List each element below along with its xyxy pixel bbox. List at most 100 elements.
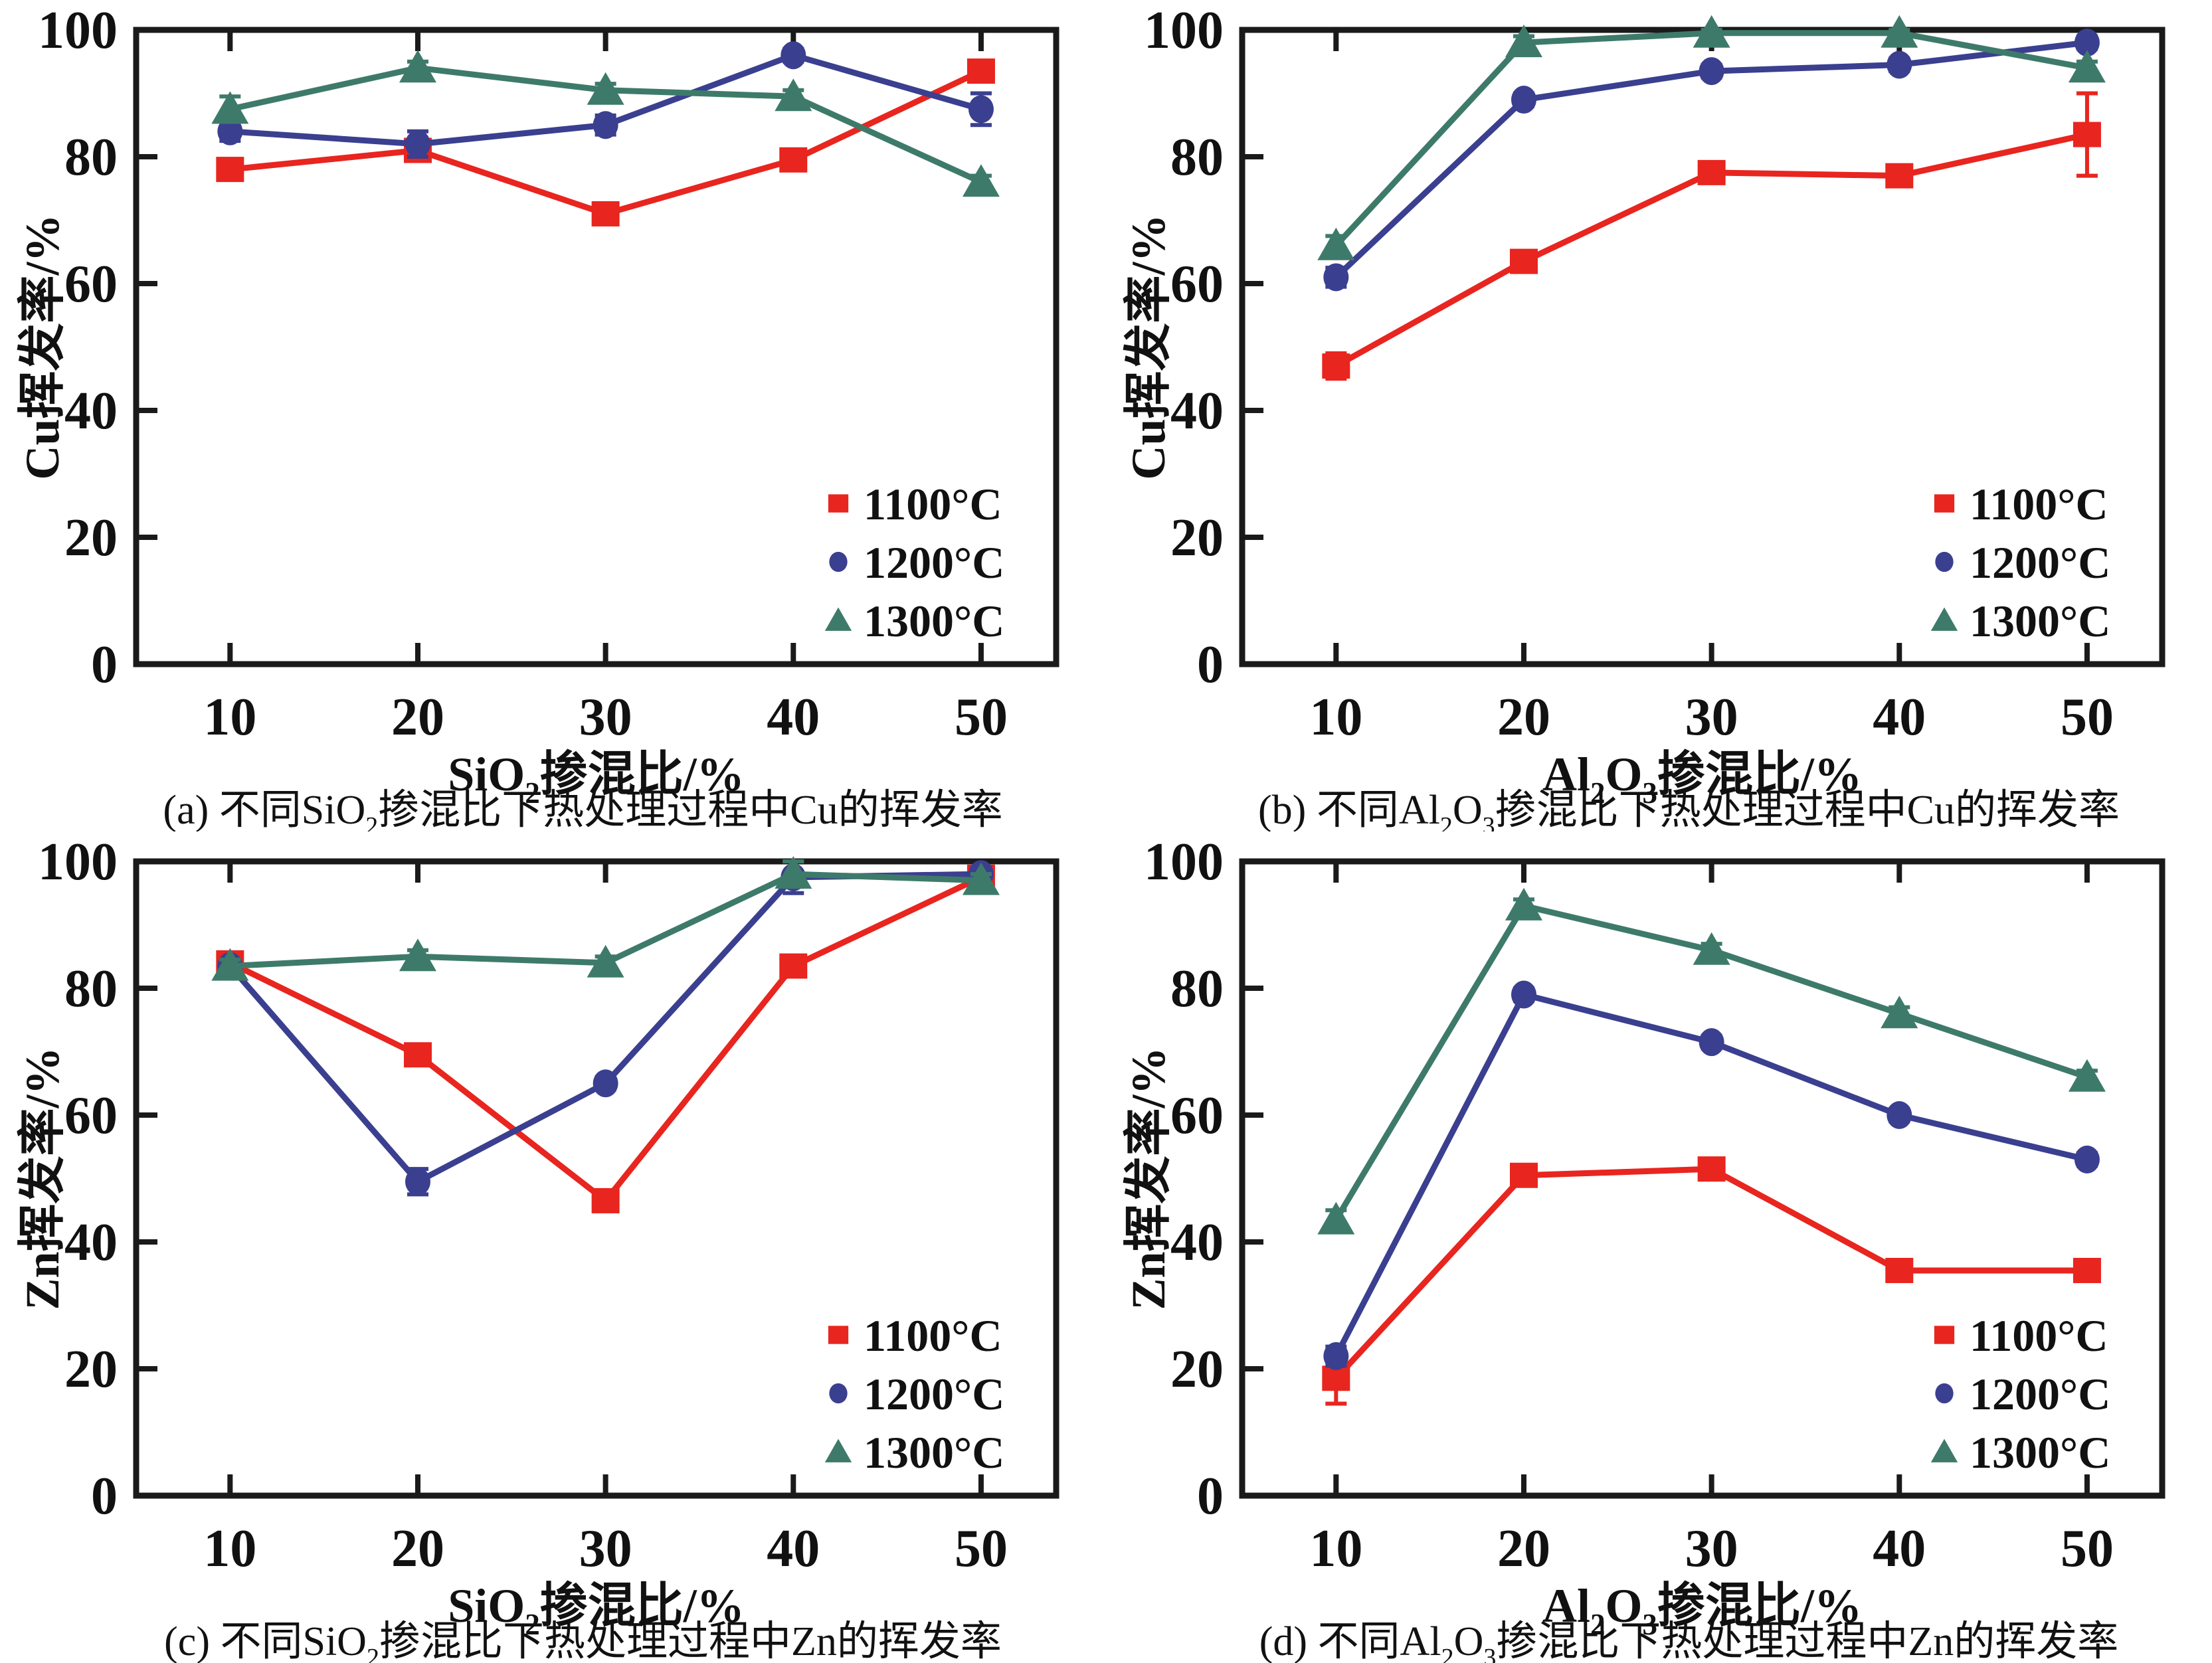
data-point-marker-circle <box>2074 29 2100 57</box>
data-point-marker-square <box>2073 1257 2101 1283</box>
legend-circle-icon <box>1935 1383 1954 1404</box>
y-tick-label: 40 <box>64 1213 118 1272</box>
x-axis-label: Al2O3掺混比/% <box>1542 1579 1862 1641</box>
legend-item: 1100°C <box>1934 479 2108 529</box>
legend-item: 1100°C <box>828 479 1002 529</box>
legend-item: 1100°C <box>1934 1310 2108 1361</box>
data-point-marker-square <box>1697 1156 1726 1182</box>
data-point-marker-triangle <box>2068 50 2106 83</box>
legend-triangle-icon <box>824 607 852 631</box>
legend-item-label: 1300°C <box>864 596 1004 646</box>
y-tick-label: 20 <box>64 1340 118 1399</box>
legend-item: 1300°C <box>824 596 1004 646</box>
legend-item-label: 1300°C <box>1970 1427 2110 1478</box>
legend: 1100°C 1200°C 1300°C <box>824 479 1004 646</box>
data-point-marker-circle <box>593 1069 618 1098</box>
data-point-marker-circle <box>1323 1342 1349 1370</box>
data-point-marker-circle <box>781 41 806 70</box>
y-tick-label: 80 <box>64 128 118 187</box>
legend-circle-icon <box>1935 551 1954 572</box>
x-tick-label: 30 <box>579 688 632 746</box>
y-tick-label: 40 <box>64 382 118 440</box>
y-tick-label: 60 <box>64 255 118 313</box>
series-1300C <box>1317 15 2106 260</box>
legend-circle-icon <box>829 551 848 572</box>
y-tick-label: 0 <box>91 1467 118 1526</box>
data-point-marker-triangle <box>587 944 624 978</box>
y-tick-label: 100 <box>1144 1 1224 60</box>
x-axis-label: SiO2掺混比/% <box>448 748 745 810</box>
data-point-marker-square <box>1322 353 1350 379</box>
y-tick-label: 0 <box>1197 1467 1224 1526</box>
legend-square-icon <box>828 494 849 513</box>
legend-item: 1300°C <box>824 1427 1004 1478</box>
data-point-marker-square <box>1885 163 1914 189</box>
plot-box <box>1239 858 2166 1499</box>
chart-panel-a: 0 20 40 60 80 100 10 20 30 40 50 SiO2掺混比/% Cu挥发率/% (a… <box>0 0 1106 832</box>
x-tick-label: 50 <box>955 688 1008 746</box>
legend-item: 1200°C <box>829 537 1004 588</box>
data-point-marker-circle <box>405 1168 430 1196</box>
legend-square-icon <box>828 1326 849 1344</box>
x-tick-label: 20 <box>1497 1520 1550 1578</box>
legend-item-label: 1100°C <box>1970 479 2108 529</box>
data-point-marker-square <box>1885 1257 1914 1283</box>
data-point-marker-triangle <box>1317 227 1355 260</box>
legend-item-label: 1300°C <box>864 1427 1004 1478</box>
series-1100C <box>216 864 995 1213</box>
legend-item-label: 1200°C <box>1970 537 2110 588</box>
data-point-marker-triangle <box>211 948 249 981</box>
x-tick-label: 30 <box>579 1520 632 1578</box>
y-tick-label: 80 <box>1170 960 1224 1018</box>
legend-item: 1300°C <box>1930 1427 2110 1478</box>
data-point-marker-triangle <box>399 938 436 972</box>
plot-box <box>133 27 1060 667</box>
y-axis-label: Zn挥发率/% <box>1122 1047 1175 1310</box>
data-point-marker-square <box>967 58 995 84</box>
x-tick-label: 10 <box>1309 688 1362 746</box>
x-tick-label: 20 <box>1497 688 1550 746</box>
data-point-marker-square <box>591 1187 620 1213</box>
legend-item-label: 1100°C <box>864 1310 1002 1361</box>
data-point-marker-square <box>591 201 620 226</box>
chart-caption: (c) 不同SiO2掺混比下热处理过程中Zn的挥发率 <box>164 1619 1002 1663</box>
data-point-marker-circle <box>405 130 430 158</box>
legend-item-label: 1200°C <box>864 537 1004 588</box>
y-axis-label: Zn挥发率/% <box>16 1047 69 1310</box>
y-tick-label: 60 <box>1170 1087 1224 1145</box>
data-point-marker-circle <box>1699 57 1724 86</box>
y-tick-label: 80 <box>1170 128 1224 187</box>
legend-item: 1200°C <box>1935 1369 2110 1419</box>
legend-circle-icon <box>829 1383 848 1404</box>
data-point-marker-circle <box>968 95 994 124</box>
x-tick-label: 20 <box>391 688 444 746</box>
data-point-marker-square <box>1697 159 1726 185</box>
chart-caption: (d) 不同Al2O3掺混比下热处理过程中Zn的挥发率 <box>1259 1619 2118 1663</box>
x-tick-label: 10 <box>203 1520 256 1578</box>
legend-item-label: 1200°C <box>1970 1369 2110 1419</box>
data-point-marker-triangle <box>1881 996 1918 1029</box>
data-point-marker-triangle <box>775 856 812 889</box>
legend-triangle-icon <box>1930 607 1958 631</box>
chart-panel-d: 0 20 40 60 80 100 10 20 30 40 50 Al2O3掺混比/% Zn挥发率/% (… <box>1106 832 2212 1663</box>
data-point-marker-triangle <box>1505 25 1542 58</box>
data-point-marker-triangle <box>2068 1059 2106 1092</box>
x-tick-label: 30 <box>1685 1520 1738 1578</box>
y-tick-label: 80 <box>64 960 118 1018</box>
y-axis-label: Cu挥发率/% <box>1122 214 1175 480</box>
data-point-marker-triangle <box>399 50 436 83</box>
y-tick-label: 100 <box>38 1 118 60</box>
y-tick-label: 20 <box>64 509 118 567</box>
chart-a-svg: 0 20 40 60 80 100 10 20 30 40 50 SiO2掺混比/% Cu挥发率/% (a… <box>16 1 1060 832</box>
data-point-marker-triangle <box>1505 887 1542 920</box>
series-1200C <box>1323 29 2100 292</box>
x-tick-label: 40 <box>767 688 820 746</box>
series-line <box>227 871 982 1185</box>
series-1200C <box>217 41 994 159</box>
data-point-marker-square <box>216 157 244 183</box>
x-tick-label: 10 <box>203 688 256 746</box>
data-point-marker-circle <box>1511 86 1536 114</box>
legend-square-icon <box>1934 494 1955 513</box>
chart-panel-c: 0 20 40 60 80 100 10 20 30 40 50 SiO2掺混比/% Zn挥发率/% (c… <box>0 832 1106 1663</box>
series-1300C <box>211 50 1000 197</box>
